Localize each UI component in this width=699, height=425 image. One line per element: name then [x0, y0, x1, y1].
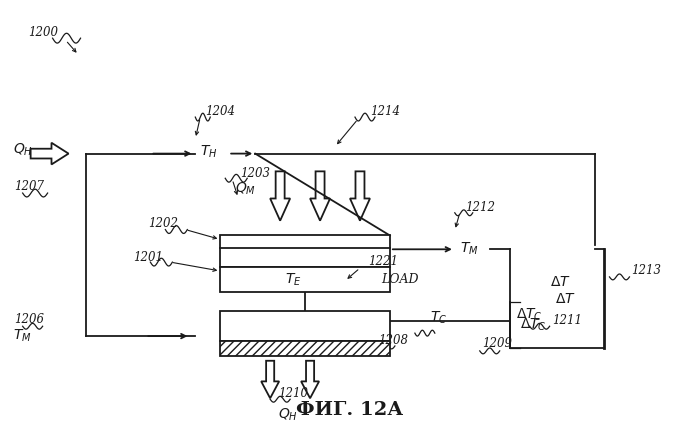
Polygon shape — [270, 171, 290, 221]
Polygon shape — [261, 361, 279, 398]
Text: 1209: 1209 — [482, 337, 512, 351]
Text: $\Delta T_C$: $\Delta T_C$ — [516, 306, 542, 323]
Text: $Q_H$: $Q_H$ — [13, 142, 33, 158]
Text: 1212: 1212 — [465, 201, 495, 214]
Text: 1202: 1202 — [148, 217, 178, 230]
Text: 1206: 1206 — [15, 313, 45, 326]
Text: 1200: 1200 — [29, 26, 59, 39]
Bar — [220, 267, 390, 292]
Text: $T_M$: $T_M$ — [460, 241, 478, 258]
Polygon shape — [310, 171, 330, 221]
Text: 1207: 1207 — [15, 180, 45, 193]
Text: $\Delta T_C$: $\Delta T_C$ — [519, 317, 547, 333]
Text: $Q_H$: $Q_H$ — [278, 407, 298, 423]
Text: $T_E$: $T_E$ — [285, 271, 302, 288]
Text: LOAD: LOAD — [381, 273, 419, 286]
Text: $T_C$: $T_C$ — [430, 309, 447, 326]
Text: 1214: 1214 — [370, 105, 400, 118]
Polygon shape — [301, 361, 319, 398]
Bar — [220, 235, 390, 267]
Text: 1211: 1211 — [553, 314, 582, 327]
Text: 1221: 1221 — [368, 255, 398, 268]
Text: $\Delta T$: $\Delta T$ — [549, 275, 570, 289]
Text: $T_M$: $T_M$ — [13, 328, 31, 344]
Text: $Q_M$: $Q_M$ — [236, 181, 257, 197]
Text: $T_H$: $T_H$ — [201, 143, 218, 160]
Text: 1201: 1201 — [134, 251, 164, 264]
Polygon shape — [31, 143, 69, 164]
Polygon shape — [261, 313, 279, 348]
Text: 1204: 1204 — [206, 105, 236, 118]
Bar — [220, 341, 390, 356]
Text: 1203: 1203 — [240, 167, 271, 180]
Text: 1208: 1208 — [378, 334, 408, 346]
Text: 1210: 1210 — [278, 387, 308, 400]
Text: $\Delta T$: $\Delta T$ — [554, 292, 575, 306]
Polygon shape — [350, 171, 370, 221]
Polygon shape — [301, 313, 319, 348]
Bar — [220, 312, 390, 341]
Polygon shape — [345, 270, 377, 288]
Text: ФИГ. 12А: ФИГ. 12А — [296, 401, 403, 419]
Text: 1213: 1213 — [631, 264, 661, 278]
